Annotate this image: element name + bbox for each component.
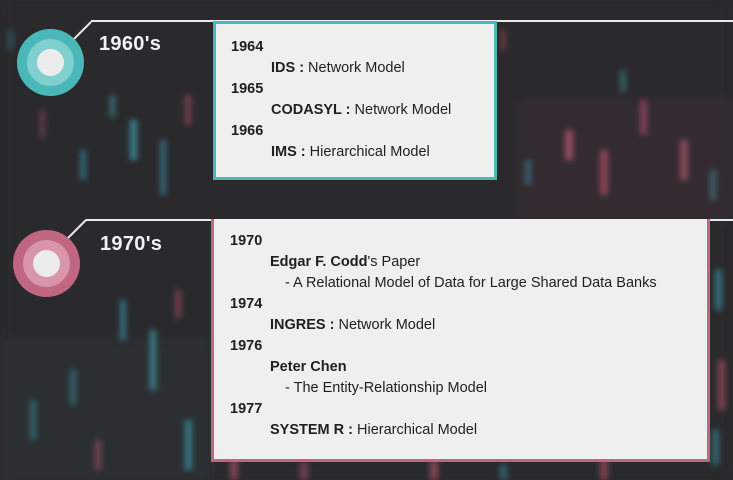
event-subtitle: - A Relational Model of Data for Large S… — [285, 275, 657, 291]
year-label: 1965 — [231, 81, 264, 97]
era-card-1960s: 1964 IDS : Network Model 1965 CODASYL : … — [213, 21, 497, 180]
event-item: INGRES : Network Model — [270, 317, 436, 333]
year-label: 1976 — [230, 338, 263, 354]
event-item: IMS : Hierarchical Model — [271, 144, 430, 160]
event-item: SYSTEM R : Hierarchical Model — [270, 422, 478, 438]
event-item: Peter Chen — [270, 359, 347, 375]
era-card-1970s: 1970 Edgar F. Codd's Paper - A Relationa… — [211, 219, 710, 462]
year-label: 1966 — [231, 123, 264, 139]
decade-label-1960s: 1960's — [99, 33, 162, 55]
event-item: Edgar F. Codd's Paper — [270, 254, 421, 270]
year-label: 1964 — [231, 39, 264, 55]
event-subtitle: - The Entity-Relationship Model — [285, 380, 488, 396]
year-label: 1970 — [230, 233, 263, 249]
event-item: CODASYL : Network Model — [271, 102, 452, 118]
timeline-node-1960s — [17, 29, 84, 96]
decade-label-1970s: 1970's — [100, 233, 163, 255]
timeline-node-1970s — [13, 230, 80, 297]
year-label: 1974 — [230, 296, 263, 312]
year-label: 1977 — [230, 401, 263, 417]
event-item: IDS : Network Model — [271, 60, 405, 76]
